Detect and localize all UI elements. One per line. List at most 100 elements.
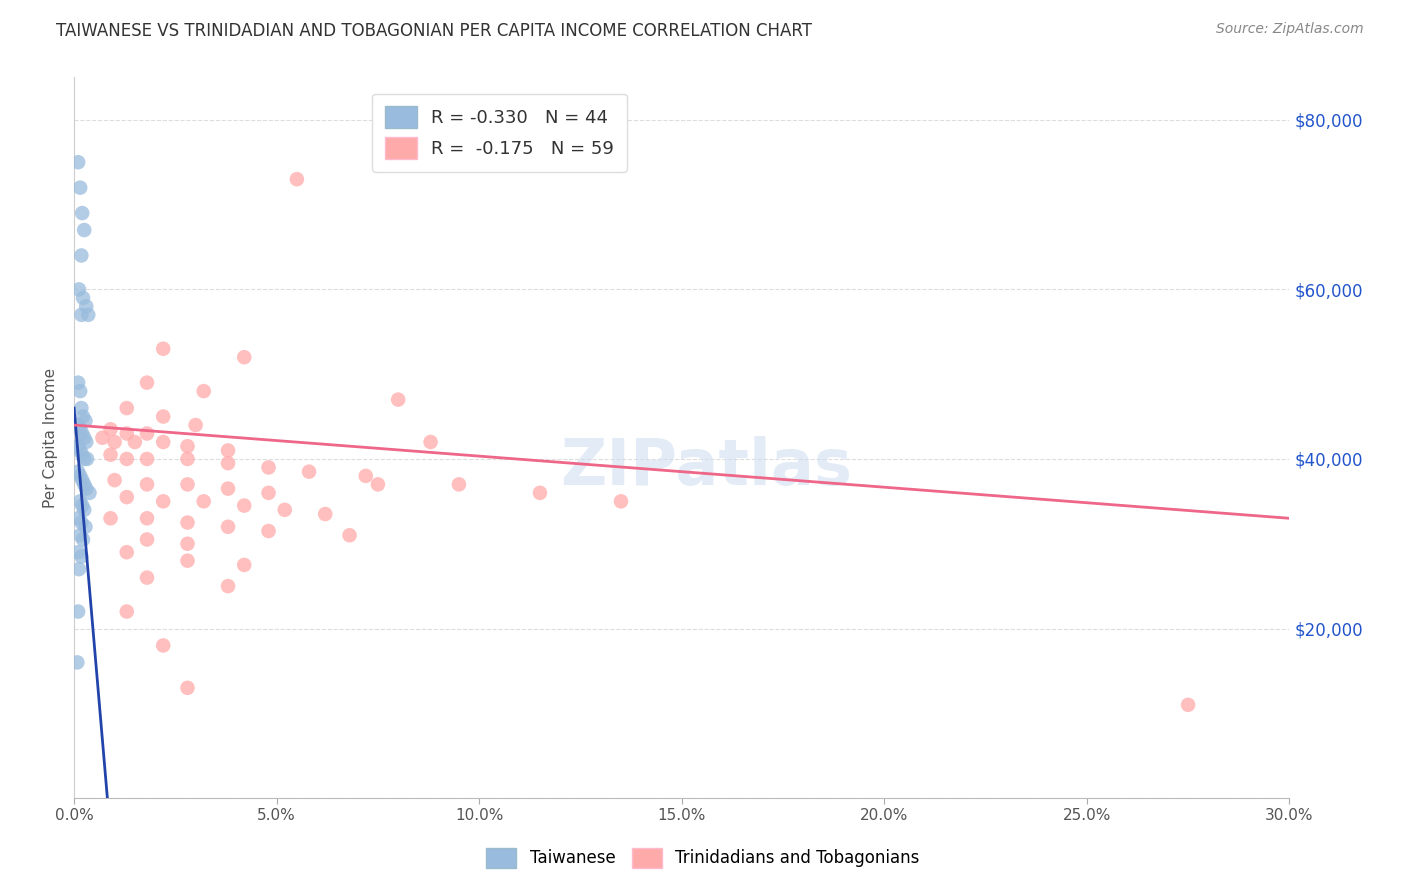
Point: [152, 494, 174, 508]
Point: [176, 477, 198, 491]
Point: [136, 477, 159, 491]
Point: [184, 417, 207, 432]
Point: [69, 528, 91, 542]
Point: [274, 503, 297, 517]
Point: [67, 562, 90, 576]
Point: [70, 549, 93, 564]
Point: [76, 452, 98, 467]
Point: [70, 248, 93, 262]
Text: ZIPatlas: ZIPatlas: [560, 435, 852, 498]
Point: [136, 426, 159, 441]
Point: [67, 155, 90, 169]
Point: [387, 392, 409, 407]
Point: [176, 439, 198, 453]
Point: [67, 439, 90, 453]
Point: [72, 409, 94, 424]
Point: [79, 486, 101, 500]
Point: [298, 465, 321, 479]
Legend: R = -0.330   N = 44, R =  -0.175   N = 59: R = -0.330 N = 44, R = -0.175 N = 59: [373, 94, 627, 172]
Point: [136, 376, 159, 390]
Point: [75, 482, 97, 496]
Point: [100, 511, 122, 525]
Point: [69, 384, 91, 398]
Point: [136, 571, 159, 585]
Point: [314, 507, 336, 521]
Point: [115, 545, 138, 559]
Point: [217, 579, 239, 593]
Point: [115, 401, 138, 415]
Point: [257, 460, 280, 475]
Point: [1177, 698, 1199, 712]
Point: [70, 499, 93, 513]
Point: [115, 490, 138, 504]
Point: [193, 494, 215, 508]
Point: [70, 401, 93, 415]
Point: [67, 605, 90, 619]
Legend: Taiwanese, Trinidadians and Tobagonians: Taiwanese, Trinidadians and Tobagonians: [479, 841, 927, 875]
Point: [217, 482, 239, 496]
Point: [67, 376, 90, 390]
Point: [176, 516, 198, 530]
Point: [67, 465, 90, 479]
Point: [217, 443, 239, 458]
Point: [136, 452, 159, 467]
Point: [193, 384, 215, 398]
Point: [115, 605, 138, 619]
Point: [152, 409, 174, 424]
Point: [176, 537, 198, 551]
Point: [69, 180, 91, 194]
Point: [257, 524, 280, 538]
Point: [77, 308, 100, 322]
Point: [529, 486, 551, 500]
Point: [100, 422, 122, 436]
Point: [72, 533, 94, 547]
Point: [115, 426, 138, 441]
Point: [73, 452, 96, 467]
Y-axis label: Per Capita Income: Per Capita Income: [44, 368, 58, 508]
Point: [73, 431, 96, 445]
Point: [91, 431, 114, 445]
Point: [257, 486, 280, 500]
Point: [75, 520, 97, 534]
Point: [66, 656, 89, 670]
Point: [136, 511, 159, 525]
Point: [70, 206, 93, 220]
Point: [67, 545, 90, 559]
Point: [233, 350, 256, 364]
Point: [610, 494, 633, 508]
Point: [152, 639, 174, 653]
Point: [152, 342, 174, 356]
Point: [69, 443, 91, 458]
Point: [339, 528, 361, 542]
Point: [100, 448, 122, 462]
Point: [70, 473, 93, 487]
Point: [75, 414, 97, 428]
Point: [69, 469, 91, 483]
Point: [70, 426, 93, 441]
Point: [152, 435, 174, 450]
Point: [419, 435, 441, 450]
Point: [73, 223, 96, 237]
Point: [72, 291, 94, 305]
Point: [176, 554, 198, 568]
Point: [217, 456, 239, 470]
Point: [67, 282, 90, 296]
Point: [75, 435, 97, 450]
Point: [69, 422, 91, 436]
Point: [104, 435, 127, 450]
Text: Source: ZipAtlas.com: Source: ZipAtlas.com: [1216, 22, 1364, 37]
Point: [354, 469, 377, 483]
Point: [176, 452, 198, 467]
Point: [67, 511, 90, 525]
Point: [67, 417, 90, 432]
Point: [70, 516, 93, 530]
Point: [447, 477, 470, 491]
Point: [104, 473, 127, 487]
Point: [73, 477, 96, 491]
Point: [285, 172, 308, 186]
Point: [115, 452, 138, 467]
Point: [367, 477, 389, 491]
Point: [233, 499, 256, 513]
Text: TAIWANESE VS TRINIDADIAN AND TOBAGONIAN PER CAPITA INCOME CORRELATION CHART: TAIWANESE VS TRINIDADIAN AND TOBAGONIAN …: [56, 22, 813, 40]
Point: [217, 520, 239, 534]
